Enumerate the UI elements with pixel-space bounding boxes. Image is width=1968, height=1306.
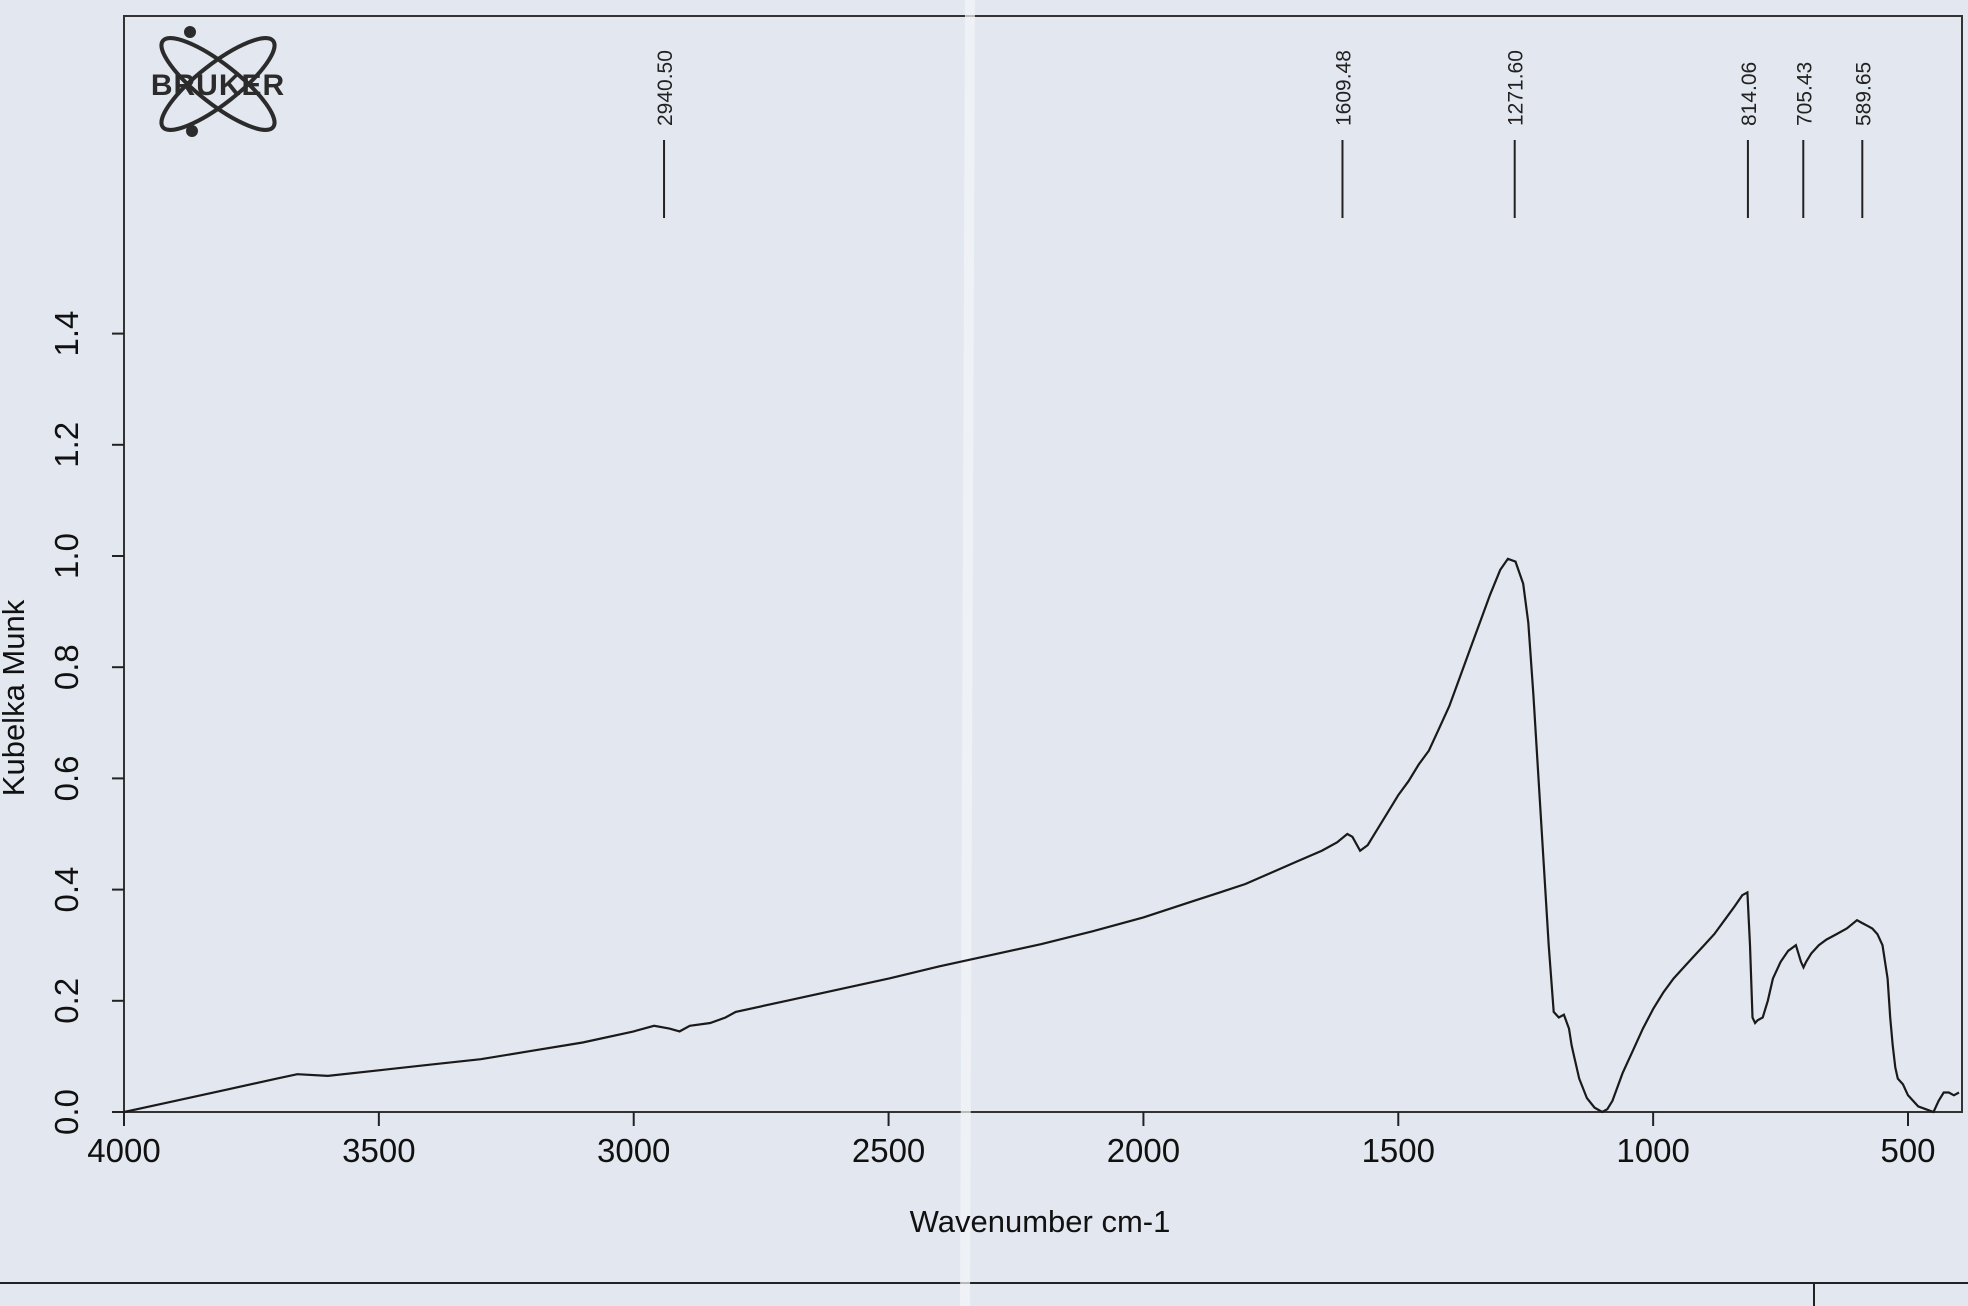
x-axis-ticks: 4000 3500 3000 2500 2000 1500 1000 500 xyxy=(87,1112,1936,1169)
y-tick-label-7: 1.4 xyxy=(48,311,85,357)
logo-orbit-1 xyxy=(159,36,277,132)
peak-label-0: 2940.50 xyxy=(654,50,677,126)
y-tick-label-5: 1.0 xyxy=(48,533,85,579)
x-tick-label-3000: 3000 xyxy=(597,1132,670,1169)
x-tick-label-4000: 4000 xyxy=(87,1132,160,1169)
paper-crease xyxy=(960,0,975,1306)
logo-dot-2 xyxy=(186,125,198,137)
x-tick-label-1000: 1000 xyxy=(1616,1132,1689,1169)
peak-label-2: 1271.60 xyxy=(1505,50,1528,126)
y-tick-label-6: 1.2 xyxy=(48,422,85,468)
x-tick-label-3500: 3500 xyxy=(342,1132,415,1169)
y-axis-ticks: 0.0 0.2 0.4 0.6 0.8 1.0 1.2 1.4 xyxy=(48,311,124,1135)
spectrum-line xyxy=(123,557,1960,1114)
plot-frame xyxy=(123,15,1963,1113)
logo-dot-1 xyxy=(184,26,196,38)
y-tick-label-3: 0.6 xyxy=(48,755,85,801)
peak-label-1: 1609.48 xyxy=(1332,50,1355,126)
x-tick-label-2500: 2500 xyxy=(852,1132,925,1169)
peak-label-4: 705.43 xyxy=(1793,62,1816,126)
x-axis-title: Wavenumber cm-1 xyxy=(910,1204,1171,1239)
peak-label-3: 814.06 xyxy=(1738,62,1761,126)
y-tick-label-2: 0.4 xyxy=(48,867,85,913)
y-tick-label-0: 0.0 xyxy=(48,1089,85,1135)
logo-text: BRUKER xyxy=(151,69,285,102)
bruker-logo: BRUKER xyxy=(151,26,285,137)
logo-orbit-2 xyxy=(159,36,277,132)
x-tick-label-1500: 1500 xyxy=(1362,1132,1435,1169)
peak-label-5: 589.65 xyxy=(1852,62,1875,126)
x-tick-label-2000: 2000 xyxy=(1107,1132,1180,1169)
y-tick-label-4: 0.8 xyxy=(48,644,85,690)
y-axis-title: Kubelka Munk xyxy=(0,599,31,796)
x-tick-label-500: 500 xyxy=(1880,1132,1935,1169)
peak-labels: 2940.50 1609.48 1271.60 814.06 705.43 589.65 xyxy=(654,50,1875,218)
y-tick-label-1: 0.2 xyxy=(48,978,85,1024)
